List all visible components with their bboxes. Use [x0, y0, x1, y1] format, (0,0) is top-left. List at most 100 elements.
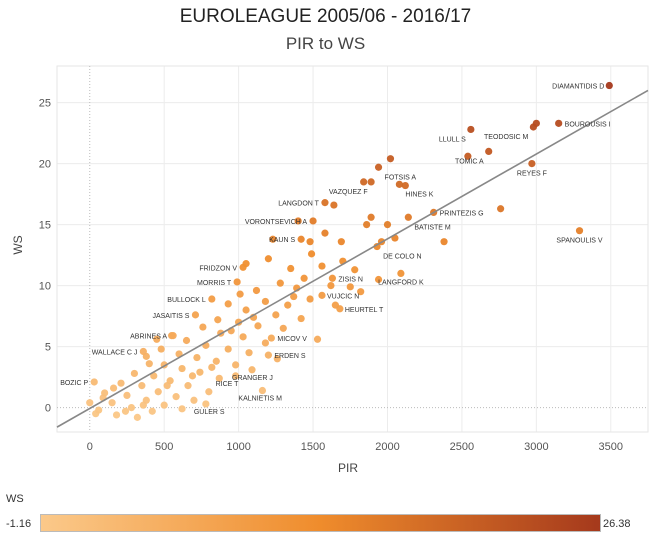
- data-point[interactable]: [290, 292, 298, 301]
- data-point[interactable]: [313, 335, 322, 343]
- data-point[interactable]: [130, 369, 139, 378]
- data-point[interactable]: [214, 316, 222, 324]
- data-point[interactable]: [205, 388, 213, 396]
- data-point[interactable]: [395, 180, 403, 188]
- data-point[interactable]: [127, 404, 136, 412]
- data-point[interactable]: [294, 217, 302, 225]
- data-point[interactable]: [261, 297, 270, 306]
- data-point[interactable]: [440, 238, 448, 246]
- data-point[interactable]: [532, 119, 540, 127]
- data-point[interactable]: [328, 274, 337, 282]
- data-point[interactable]: [373, 242, 381, 251]
- data-point[interactable]: [190, 396, 198, 404]
- data-point[interactable]: [306, 295, 314, 303]
- data-point[interactable]: [383, 221, 392, 229]
- data-point[interactable]: [276, 279, 284, 287]
- data-point[interactable]: [202, 400, 210, 408]
- data-point[interactable]: [169, 332, 177, 340]
- data-point[interactable]: [306, 238, 314, 246]
- data-point[interactable]: [254, 322, 262, 330]
- data-point[interactable]: [148, 407, 156, 415]
- data-point[interactable]: [300, 274, 308, 282]
- data-point[interactable]: [264, 351, 272, 359]
- data-point[interactable]: [367, 213, 375, 221]
- data-point[interactable]: [261, 339, 270, 347]
- data-point[interactable]: [264, 255, 272, 263]
- data-point[interactable]: [363, 221, 371, 229]
- data-point[interactable]: [555, 119, 563, 127]
- data-point[interactable]: [267, 334, 275, 342]
- data-point[interactable]: [150, 372, 158, 380]
- data-point[interactable]: [239, 333, 247, 341]
- data-point[interactable]: [279, 324, 287, 332]
- data-point[interactable]: [178, 405, 186, 413]
- data-point[interactable]: [157, 345, 165, 353]
- data-point[interactable]: [117, 379, 125, 387]
- scatter-chart[interactable]: DIAMANTIDIS D BOUROUSIS I LLULL S TEODOSIC …: [0, 0, 651, 490]
- data-point[interactable]: [346, 283, 354, 291]
- data-point[interactable]: [357, 288, 365, 296]
- data-point[interactable]: [112, 411, 121, 419]
- data-point[interactable]: [196, 368, 204, 376]
- data-point[interactable]: [232, 372, 240, 380]
- data-point[interactable]: [208, 363, 216, 371]
- data-point[interactable]: [297, 235, 305, 243]
- data-point[interactable]: [242, 260, 250, 268]
- data-point[interactable]: [485, 147, 493, 155]
- data-point[interactable]: [360, 178, 368, 186]
- data-point[interactable]: [252, 286, 261, 295]
- data-point[interactable]: [193, 353, 201, 362]
- data-point[interactable]: [208, 295, 216, 303]
- data-point[interactable]: [467, 125, 475, 134]
- data-point[interactable]: [215, 374, 223, 382]
- data-point[interactable]: [327, 282, 335, 290]
- data-point[interactable]: [236, 290, 244, 298]
- data-point[interactable]: [86, 399, 94, 407]
- data-point[interactable]: [242, 306, 250, 314]
- data-point[interactable]: [272, 311, 280, 319]
- data-point[interactable]: [401, 181, 409, 190]
- data-point[interactable]: [245, 349, 253, 357]
- data-point[interactable]: [321, 199, 329, 207]
- data-point[interactable]: [121, 407, 130, 415]
- data-point[interactable]: [287, 264, 295, 273]
- data-point[interactable]: [178, 364, 186, 373]
- data-point[interactable]: [404, 213, 412, 221]
- data-point[interactable]: [464, 152, 472, 160]
- data-point[interactable]: [318, 291, 326, 299]
- data-point[interactable]: [575, 227, 584, 235]
- data-point[interactable]: [224, 345, 232, 353]
- data-point[interactable]: [188, 372, 197, 380]
- data-point[interactable]: [605, 81, 613, 90]
- data-point[interactable]: [224, 300, 232, 308]
- data-point[interactable]: [318, 262, 326, 270]
- data-point[interactable]: [138, 382, 146, 390]
- data-point[interactable]: [374, 163, 383, 171]
- data-point[interactable]: [273, 355, 281, 363]
- data-point[interactable]: [497, 205, 505, 213]
- data-point[interactable]: [297, 314, 305, 323]
- data-point[interactable]: [374, 275, 383, 284]
- data-point[interactable]: [182, 336, 191, 345]
- data-point[interactable]: [397, 269, 405, 277]
- data-point[interactable]: [95, 406, 103, 414]
- data-point[interactable]: [248, 366, 256, 374]
- data-point[interactable]: [337, 238, 345, 246]
- data-point[interactable]: [233, 278, 241, 286]
- data-point[interactable]: [284, 301, 292, 309]
- data-point[interactable]: [166, 377, 174, 385]
- data-point[interactable]: [172, 393, 180, 401]
- data-point[interactable]: [139, 347, 147, 356]
- data-point[interactable]: [108, 399, 116, 407]
- data-point[interactable]: [351, 266, 359, 274]
- data-point[interactable]: [367, 178, 375, 186]
- data-point[interactable]: [307, 250, 316, 258]
- data-point[interactable]: [232, 361, 240, 369]
- data-point[interactable]: [184, 382, 192, 390]
- data-point[interactable]: [258, 386, 267, 395]
- data-point[interactable]: [199, 323, 207, 331]
- data-point[interactable]: [269, 235, 277, 243]
- data-point[interactable]: [321, 229, 329, 237]
- data-point[interactable]: [154, 388, 162, 396]
- data-point[interactable]: [153, 335, 161, 343]
